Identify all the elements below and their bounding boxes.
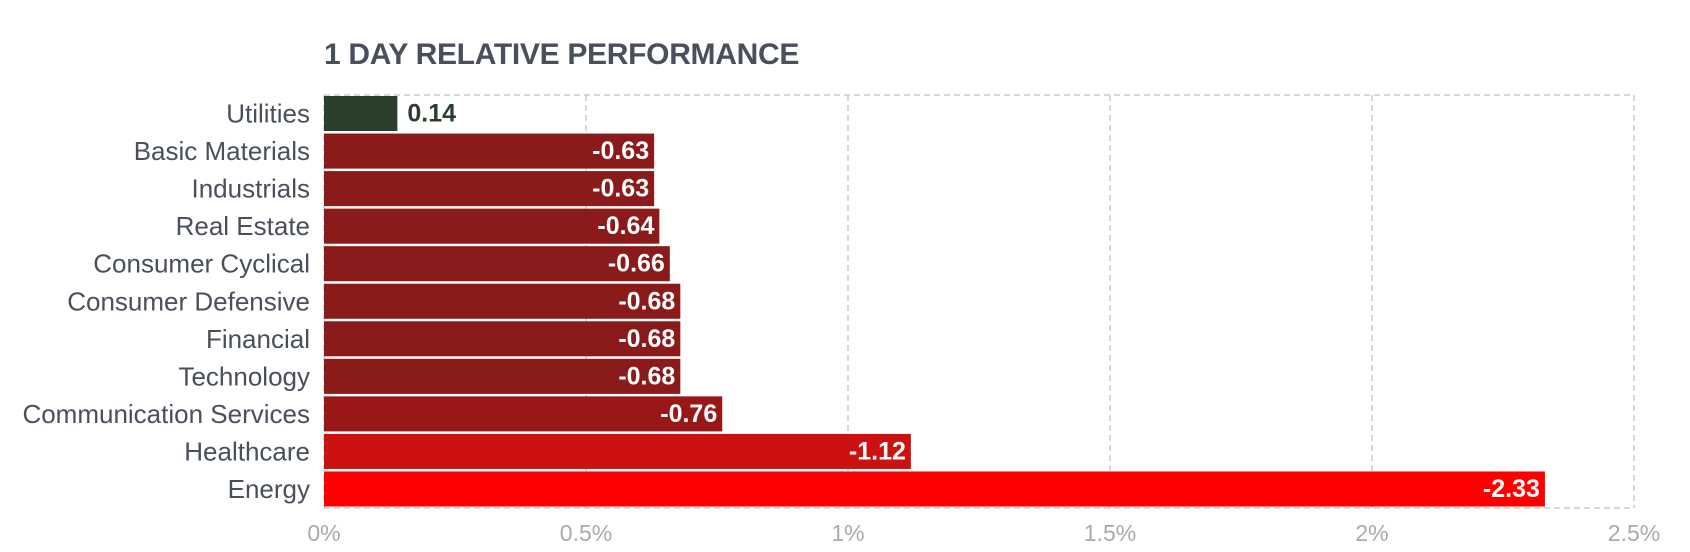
x-tick-label: 2% (1355, 520, 1388, 546)
bar (324, 283, 681, 319)
category-label: Consumer Cyclical (93, 249, 310, 279)
data-label: -0.63 (592, 137, 649, 165)
x-tick-label: 2.5% (1608, 520, 1660, 546)
category-label: Healthcare (184, 436, 310, 466)
bar (324, 321, 681, 357)
category-label: Real Estate (176, 211, 310, 241)
data-label: -0.63 (592, 175, 649, 203)
category-label: Consumer Defensive (67, 286, 310, 316)
x-tick-label: 1% (831, 520, 864, 546)
bar (324, 246, 670, 282)
data-label: -0.68 (618, 287, 675, 315)
bar-layer (324, 96, 1545, 507)
category-label: Basic Materials (134, 136, 310, 166)
category-label: Energy (228, 474, 310, 504)
bar (324, 433, 911, 469)
x-tick-label: 1.5% (1084, 520, 1136, 546)
category-label: Utilities (226, 99, 310, 129)
x-tick-label: 0% (307, 520, 340, 546)
category-label: Communication Services (22, 399, 310, 429)
category-label: Technology (178, 361, 310, 391)
data-label: -0.76 (660, 400, 717, 428)
category-label: Financial (206, 324, 310, 354)
bar (324, 96, 398, 132)
bar (324, 358, 681, 394)
chart-title: 1 DAY RELATIVE PERFORMANCE (324, 38, 800, 71)
label-layer: 0% 0.5% 1% 1.5% 2% 2.5% Utilities 0.14 Basic Mat… (22, 99, 1660, 546)
data-label: -0.68 (618, 362, 675, 390)
bar (324, 133, 655, 169)
bar (324, 396, 723, 432)
data-label: 0.14 (407, 100, 456, 128)
data-label: -0.66 (608, 250, 665, 278)
data-label: -2.33 (1483, 475, 1540, 503)
data-label: -0.68 (618, 325, 675, 353)
data-label: -0.64 (597, 212, 654, 240)
bar (324, 171, 655, 207)
data-label: -1.12 (849, 437, 906, 465)
bar (324, 471, 1545, 507)
category-label: Industrials (192, 174, 311, 204)
x-tick-label: 0.5% (560, 520, 612, 546)
bar (324, 208, 660, 244)
